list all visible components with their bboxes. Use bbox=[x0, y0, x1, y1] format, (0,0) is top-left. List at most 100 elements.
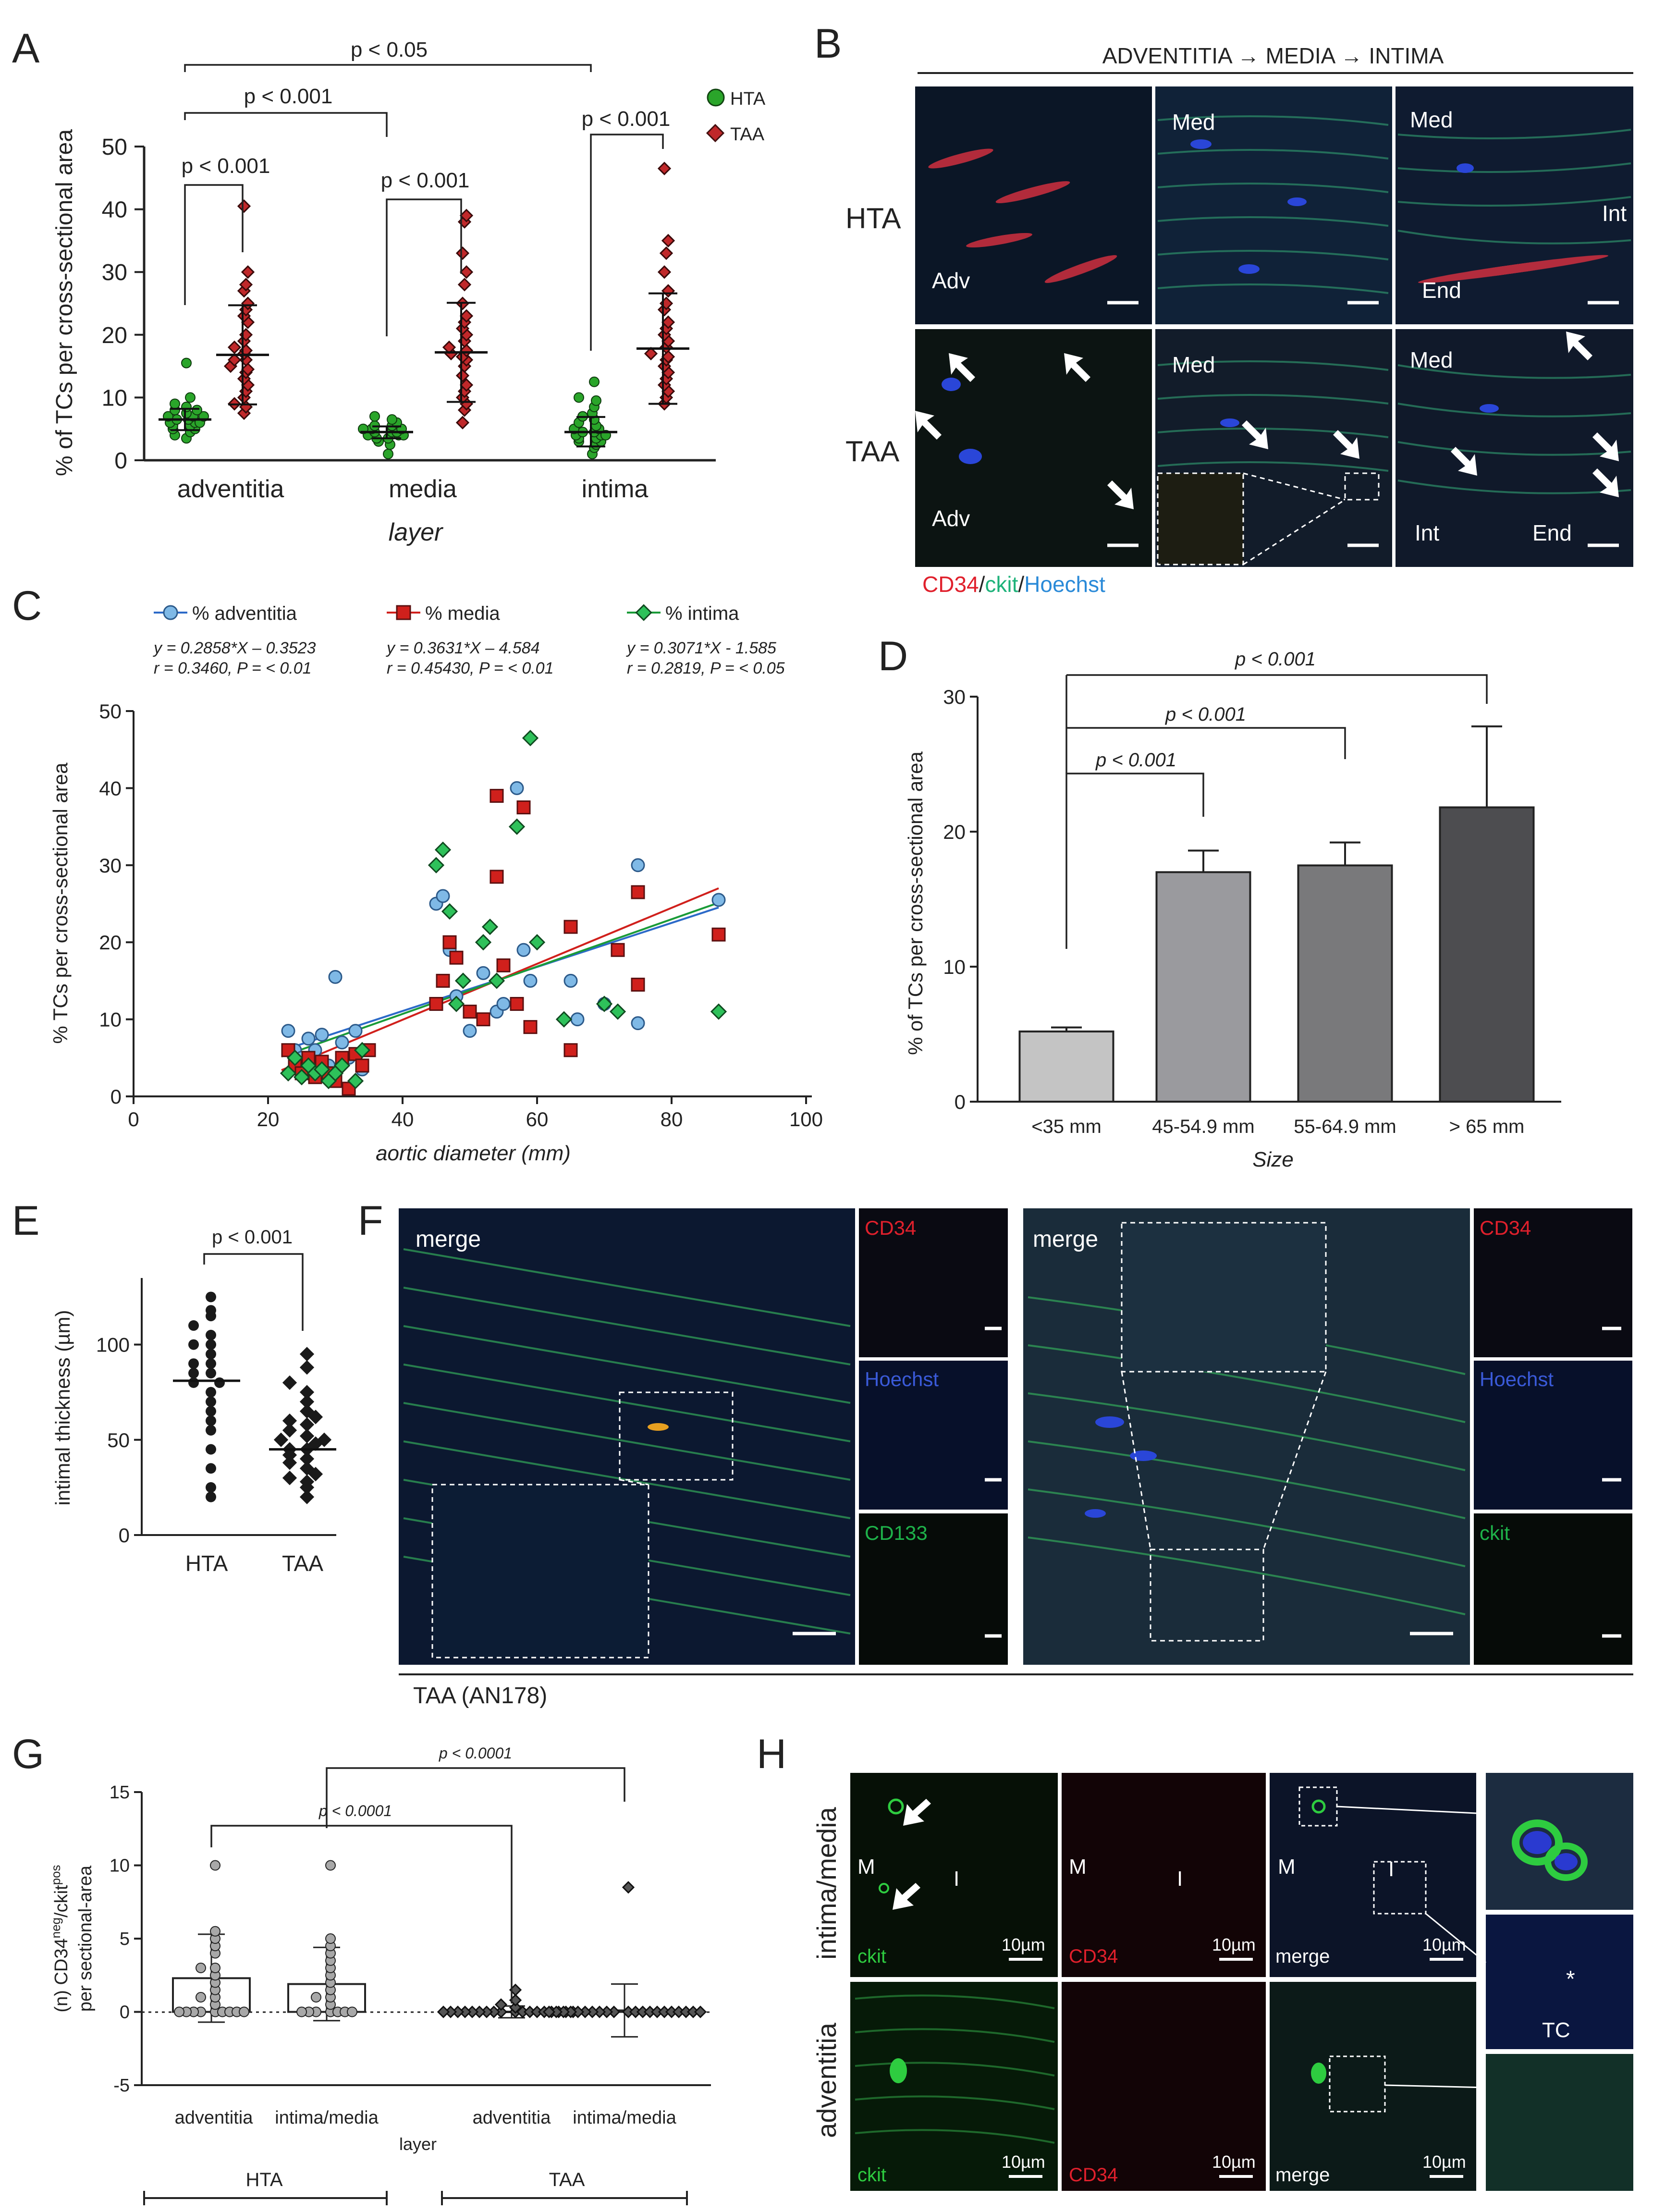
a-sig-top: p < 0.05 bbox=[351, 38, 428, 61]
g-point bbox=[325, 1860, 336, 1871]
g-point bbox=[196, 1963, 206, 1973]
a-point-taa bbox=[455, 369, 470, 382]
a-x-label: layer bbox=[389, 518, 444, 546]
e-point-hta bbox=[206, 1482, 216, 1493]
g-point bbox=[296, 2006, 307, 2017]
c-point-intima bbox=[448, 995, 465, 1012]
c-x-tick-label: 40 bbox=[392, 1108, 414, 1131]
f-right-ckit-label: ckit bbox=[1480, 1522, 1510, 1544]
c-point-media bbox=[496, 958, 511, 972]
c-point-media bbox=[476, 1012, 490, 1027]
f-left-hoechst-label: Hoechst bbox=[865, 1368, 939, 1390]
g-cat-4: intima/media bbox=[573, 2108, 676, 2128]
g-cat-3: adventitia bbox=[473, 2108, 551, 2128]
c-x-tick-label: 60 bbox=[526, 1108, 549, 1131]
g-cat-2: intima/media bbox=[275, 2108, 379, 2128]
f-left-cd34-label: CD34 bbox=[865, 1217, 916, 1239]
panel-letter-a: A bbox=[12, 25, 40, 72]
c-eq-int: y = 0.3071*X - 1.585 bbox=[626, 639, 776, 657]
b-label-end-hta: End bbox=[1422, 278, 1461, 303]
a-point-taa bbox=[241, 362, 255, 376]
c-point-adventitia bbox=[436, 889, 450, 903]
c-point-media bbox=[429, 997, 443, 1011]
f-caption: TAA (AN178) bbox=[413, 1683, 547, 1708]
c-point-media bbox=[449, 950, 464, 965]
a-point-hta bbox=[170, 398, 180, 409]
c-stat-media: r = 0.45430, P = < 0.01 bbox=[387, 659, 554, 677]
g-cat-1: adventitia bbox=[175, 2108, 254, 2128]
c-point-adventitia bbox=[335, 1035, 349, 1050]
h-scale-5: 10µm bbox=[1212, 2152, 1256, 2172]
d-sig-2: p < 0.001 bbox=[1165, 704, 1246, 725]
a-sig-med: p < 0.001 bbox=[381, 169, 470, 192]
e-y-tick-label: 50 bbox=[107, 1429, 130, 1451]
b-stain-legend: CD34/ckit/Hoechst bbox=[922, 572, 1105, 597]
c-point-adventitia bbox=[631, 858, 645, 873]
c-point-intima bbox=[710, 1003, 727, 1020]
a-point-taa bbox=[459, 309, 474, 323]
g-ticks: -5 0 5 10 15 bbox=[110, 1782, 142, 2096]
c-point-media bbox=[436, 973, 450, 988]
e-point-hta bbox=[206, 1358, 216, 1369]
a-point-taa bbox=[241, 296, 255, 310]
h-label-m-3: M bbox=[1278, 1855, 1296, 1879]
e-point-hta bbox=[206, 1396, 216, 1407]
e-point-taa bbox=[282, 1423, 297, 1438]
a-bracket-top bbox=[184, 64, 592, 72]
b-label-end-taa: End bbox=[1532, 520, 1572, 545]
c-stat-int: r = 0.2819, P = < 0.05 bbox=[627, 659, 785, 677]
c-x-tick-label: 0 bbox=[128, 1108, 139, 1131]
g-point bbox=[509, 2001, 522, 2014]
b-label-adv-hta: Adv bbox=[932, 268, 970, 293]
h-scale-4: 10µm bbox=[1002, 2152, 1045, 2172]
panel-d-chart: 0 10 20 30 <35 mm 45-54.9 mm 55-64.9 mm > 65 m… bbox=[904, 649, 1561, 1171]
c-y-tick-label: 10 bbox=[99, 1008, 122, 1031]
d-sig-1: p < 0.001 bbox=[1095, 750, 1176, 771]
c-point-intima bbox=[441, 903, 458, 920]
c-point-adventitia bbox=[476, 966, 490, 980]
e-point-hta bbox=[188, 1358, 199, 1369]
h-adv-cd34-label: CD34 bbox=[1069, 2164, 1118, 2186]
a-y-ticks: 0 10 20 30 40 50 bbox=[102, 135, 144, 474]
g-point bbox=[494, 1998, 508, 2011]
f-left-merge-label: merge bbox=[416, 1227, 481, 1252]
a-bracket-adv bbox=[184, 184, 244, 305]
f-right-hoechst bbox=[1474, 1361, 1632, 1510]
f-left-cd133-label: CD133 bbox=[865, 1522, 928, 1544]
panel-letter-f: F bbox=[358, 1198, 383, 1244]
e-point-taa bbox=[299, 1474, 315, 1489]
d-category-label: 45-54.9 mm bbox=[1152, 1116, 1254, 1137]
a-point-taa bbox=[459, 209, 474, 222]
h-img-adv-ckit bbox=[850, 1982, 1058, 2191]
panel-e-chart: 0 50 100 intimal thickness (µm) HTA TAA p … bbox=[51, 1227, 336, 1576]
c-y-tick-label: 30 bbox=[99, 854, 122, 877]
c-point-intima bbox=[522, 730, 539, 747]
a-point-hta bbox=[181, 357, 192, 369]
e-y-tick-label: 100 bbox=[96, 1334, 130, 1356]
a-bracket-int bbox=[590, 134, 664, 351]
c-point-media bbox=[523, 1020, 538, 1034]
c-point-adventitia bbox=[631, 1016, 645, 1031]
a-point-taa bbox=[661, 315, 675, 329]
h-tc: TC bbox=[1542, 2018, 1570, 2042]
g-point bbox=[622, 1881, 635, 1894]
h-img-adv-cd34 bbox=[1062, 1982, 1266, 2191]
c-point-media bbox=[490, 788, 504, 803]
h-label-m-1: M bbox=[857, 1855, 875, 1879]
a-point-taa bbox=[237, 199, 251, 213]
d-bar-0 bbox=[1018, 1030, 1114, 1103]
c-point-adventitia bbox=[315, 1028, 329, 1042]
h-img-int-cd34 bbox=[1062, 1773, 1266, 1977]
a-bracket-med bbox=[386, 198, 462, 336]
c-point-intima bbox=[454, 972, 472, 989]
h-scale-3: 10µm bbox=[1422, 1935, 1466, 1954]
c-data-points bbox=[280, 730, 727, 1096]
c-point-intima bbox=[313, 1061, 331, 1078]
h-img-int-merge bbox=[1270, 1773, 1476, 1977]
d-brackets bbox=[1065, 674, 1488, 949]
c-legend-media: % media bbox=[425, 603, 500, 624]
a-point-taa bbox=[661, 284, 675, 298]
a-y-tick-label: 20 bbox=[102, 323, 127, 348]
c-x-label: aortic diameter (mm) bbox=[376, 1142, 571, 1165]
e-point-taa bbox=[299, 1451, 315, 1466]
